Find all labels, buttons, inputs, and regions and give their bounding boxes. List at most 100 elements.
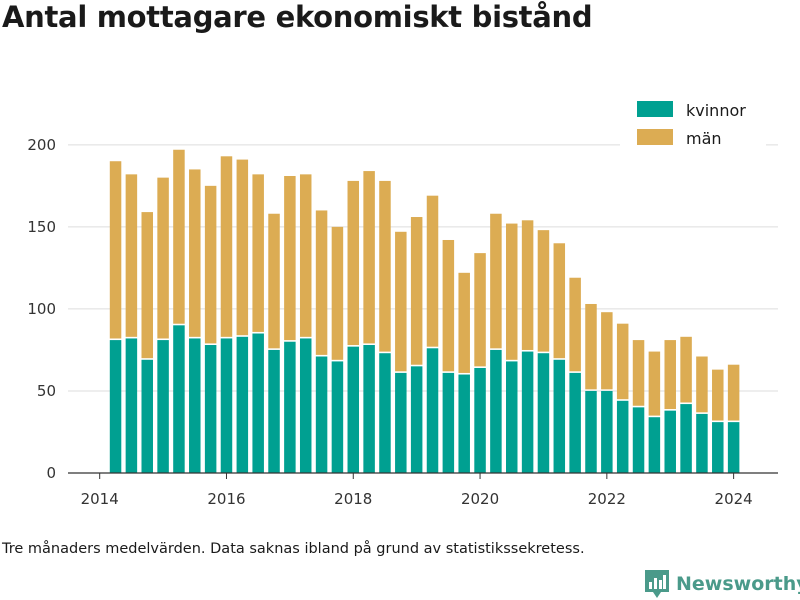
bar-kvinnor <box>347 346 360 473</box>
bar-kvinnor <box>569 372 581 473</box>
bar-kvinnor <box>331 361 344 473</box>
chart-title: Antal mottagare ekonomiskt bistånd <box>2 0 593 34</box>
bar-man <box>299 174 312 337</box>
bar-man <box>268 213 280 349</box>
bar-man <box>379 180 391 352</box>
bar-man <box>537 230 550 352</box>
bar-man <box>315 210 328 355</box>
y-tick-label: 100 <box>27 300 56 318</box>
x-tick-label: 2024 <box>715 490 753 508</box>
bar-chart-logo-icon <box>645 570 669 598</box>
bar-kvinnor <box>363 345 375 473</box>
bar-kvinnor <box>252 333 264 473</box>
bar-kvinnor <box>458 374 470 473</box>
bar-man <box>220 156 233 337</box>
y-tick-label: 150 <box>27 218 56 236</box>
bar-man <box>236 159 249 336</box>
bar-kvinnor <box>585 390 597 473</box>
bar-man <box>712 369 724 421</box>
stacked-bar-chart: 0 50 100 150 200 2014 2016 2018 2020 2022 2024 kv… <box>27 94 778 508</box>
bar-man <box>727 364 740 421</box>
bar-man <box>410 217 423 365</box>
bar-kvinnor <box>442 372 455 473</box>
x-tick-label: 2018 <box>334 490 372 508</box>
bar-man <box>585 303 597 390</box>
footnote: Tre månaders medelvärden. Data saknas ib… <box>2 541 585 557</box>
bar-man <box>347 180 360 346</box>
bar-kvinnor <box>727 422 740 473</box>
bar-kvinnor <box>125 338 138 473</box>
legend-swatch-kvinnor <box>637 101 673 117</box>
bar-kvinnor <box>426 348 439 473</box>
bar-kvinnor <box>395 372 407 473</box>
y-tick-label: 50 <box>37 382 56 400</box>
bar-man <box>363 171 375 344</box>
bar-man <box>664 340 676 410</box>
bar-man <box>553 243 566 359</box>
bar-man <box>680 336 692 403</box>
bar-man <box>521 220 534 350</box>
y-tick-label: 200 <box>27 136 56 154</box>
bar-man <box>506 223 518 360</box>
bar-kvinnor <box>664 410 676 473</box>
bar-man <box>474 253 486 367</box>
bar-man <box>426 195 439 347</box>
newsworthy-brand[interactable]: Newsworthy <box>644 569 800 599</box>
bar-kvinnor <box>284 341 296 473</box>
bar-kvinnor <box>648 417 661 473</box>
bar-man <box>252 174 264 332</box>
legend-swatch-man <box>637 129 673 145</box>
bar-man <box>395 231 407 372</box>
bar-kvinnor <box>632 407 645 473</box>
bar-man <box>109 161 122 339</box>
bar-kvinnor <box>553 359 566 473</box>
bar-kvinnor <box>268 349 280 473</box>
bar-kvinnor <box>410 366 423 473</box>
bar-man <box>442 239 455 372</box>
bar-kvinnor <box>712 422 724 473</box>
bar-man <box>569 277 581 372</box>
bar-kvinnor <box>379 353 391 473</box>
brand-name: Newsworthy <box>676 573 800 595</box>
bar-kvinnor <box>616 400 629 473</box>
bar-kvinnor <box>236 336 249 473</box>
x-tick-label: 2020 <box>461 490 499 508</box>
bar-man <box>331 226 344 360</box>
bar-kvinnor <box>109 340 122 473</box>
bar-kvinnor <box>601 390 613 473</box>
bar-kvinnor <box>490 349 502 473</box>
bar-kvinnor <box>299 338 312 473</box>
bar-kvinnor <box>173 325 185 473</box>
bar-man <box>458 272 470 373</box>
x-tick-label: 2022 <box>588 490 626 508</box>
bar-kvinnor <box>220 338 233 473</box>
bar-man <box>696 356 708 413</box>
bar-kvinnor <box>521 351 534 473</box>
bar-kvinnor <box>315 356 328 473</box>
legend-label-man: män <box>686 129 722 148</box>
bar-man <box>616 323 629 400</box>
bar-kvinnor <box>537 353 550 473</box>
x-axis: 2014 2016 2018 2020 2022 2024 <box>68 472 778 508</box>
bar-man <box>648 351 661 416</box>
bar-man <box>157 177 169 339</box>
bar-man <box>490 213 502 349</box>
x-tick-label: 2014 <box>81 490 119 508</box>
bar-kvinnor <box>157 340 169 473</box>
legend-label-kvinnor: kvinnor <box>686 101 746 120</box>
bar-kvinnor <box>696 413 708 473</box>
bar-kvinnor <box>680 404 692 473</box>
bar-man <box>141 212 153 359</box>
bar-man <box>125 174 138 337</box>
bar-man <box>204 185 217 344</box>
bar-kvinnor <box>204 345 217 473</box>
bar-kvinnor <box>474 367 486 473</box>
bars <box>109 149 740 473</box>
bar-kvinnor <box>189 338 201 473</box>
legend: kvinnor män <box>620 94 766 156</box>
bar-man <box>601 312 613 390</box>
bar-man <box>284 175 296 341</box>
bar-man <box>173 149 185 324</box>
bar-kvinnor <box>506 361 518 473</box>
bar-man <box>632 340 645 406</box>
